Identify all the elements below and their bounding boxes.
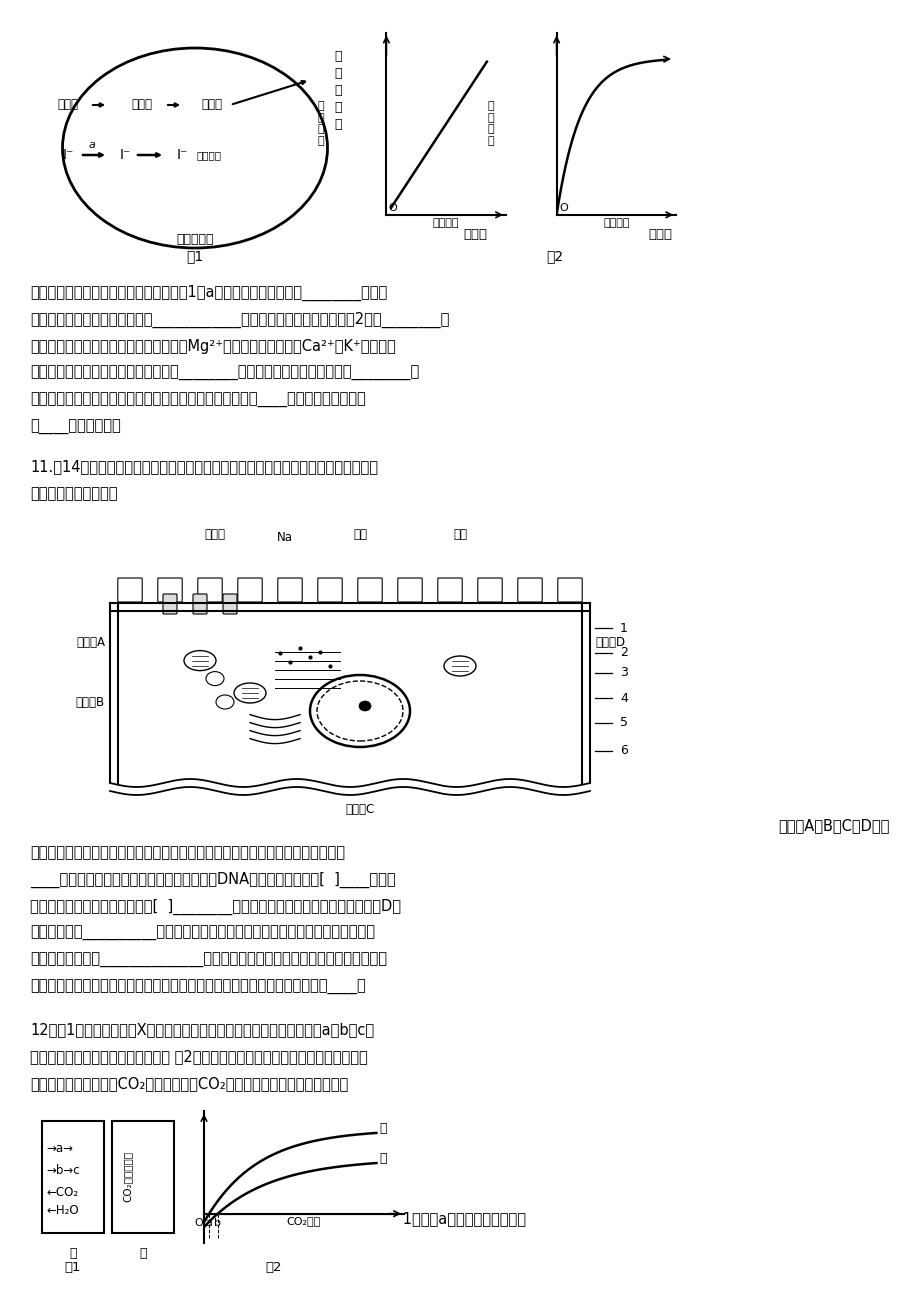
Text: 氨基酸: 氨基酸 (131, 99, 153, 112)
Text: O: O (559, 203, 567, 214)
Text: 氨基酸: 氨基酸 (57, 99, 78, 112)
Text: ←CO₂: ←CO₂ (46, 1186, 78, 1199)
Text: 和____上紧密联系。: 和____上紧密联系。 (30, 421, 120, 435)
Text: →a→: →a→ (46, 1142, 73, 1155)
Text: 11.（14分）下图表示人小肠上皮细胞亚显微结构示意图，回答下列问题（括号中填数: 11.（14分）下图表示人小肠上皮细胞亚显微结构示意图，回答下列问题（括号中填数 (30, 460, 378, 474)
Text: （磁化）: （磁化） (197, 150, 221, 160)
Text: O: O (389, 203, 397, 214)
Text: 细胞器在原核细胞中也存在的是[  ]________。细胞膜表面还存在水解双糖的膜蛋白D，: 细胞器在原核细胞中也存在的是[ ]________。细胞膜表面还存在水解双糖的膜… (30, 898, 401, 915)
Text: 字，横线上填文字）。: 字，横线上填文字）。 (30, 486, 118, 501)
Text: （乙）: （乙） (647, 228, 671, 241)
Text: 丙: 丙 (380, 1122, 387, 1135)
X-axis label: 浓度梯度: 浓度梯度 (433, 217, 459, 228)
Text: 单糖: 单糖 (353, 529, 367, 542)
Text: 膜蛋白B: 膜蛋白B (75, 695, 105, 708)
Text: 图1中产生a的过程进行的场所是: 图1中产生a的过程进行的场所是 (393, 1211, 526, 1226)
Text: 丁: 丁 (380, 1152, 387, 1165)
FancyBboxPatch shape (477, 578, 502, 602)
FancyBboxPatch shape (557, 578, 582, 602)
FancyBboxPatch shape (163, 594, 176, 615)
Text: 4: 4 (619, 691, 627, 704)
Text: 实验材料的原因是______________。若用某种药物处理此细胞，发现细胞吸收钠离: 实验材料的原因是______________。若用某种药物处理此细胞，发现细胞吸… (30, 953, 387, 969)
FancyBboxPatch shape (397, 578, 422, 602)
Text: 腺: 腺 (334, 85, 341, 98)
Text: a: a (88, 141, 96, 150)
Text: a: a (206, 1219, 212, 1228)
FancyBboxPatch shape (517, 578, 541, 602)
FancyBboxPatch shape (222, 594, 237, 615)
X-axis label: 浓度梯度: 浓度梯度 (603, 217, 629, 228)
Text: 12．图1表示某绿色植物X叶肉细胞中进行的两个相关的生理过程，其中a、b、c表: 12．图1表示某绿色植物X叶肉细胞中进行的两个相关的生理过程，其中a、b、c表 (30, 1022, 374, 1036)
Text: Na: Na (277, 531, 292, 544)
Text: I⁻: I⁻ (176, 148, 187, 161)
Text: 5: 5 (619, 716, 628, 729)
FancyBboxPatch shape (357, 578, 381, 602)
Text: 状: 状 (334, 66, 341, 79)
FancyBboxPatch shape (193, 594, 207, 615)
Text: →b→c: →b→c (46, 1164, 80, 1177)
Text: 乙: 乙 (139, 1247, 147, 1260)
Text: 双糖: 双糖 (452, 529, 467, 542)
FancyBboxPatch shape (42, 1121, 104, 1233)
Text: 图1: 图1 (64, 1262, 81, 1273)
FancyBboxPatch shape (278, 578, 301, 602)
Text: O: O (194, 1219, 203, 1228)
Text: 图1: 图1 (187, 249, 203, 263)
Text: 2: 2 (619, 647, 627, 660)
Text: CO₂净吸收速率: CO₂净吸收速率 (123, 1151, 133, 1203)
Text: 丙、丁两种植物叶片的CO₂净吸收速率与CO₂浓度的关系。请回答下列问题：: 丙、丁两种植物叶片的CO₂净吸收速率与CO₂浓度的关系。请回答下列问题： (30, 1075, 348, 1091)
Text: 甲: 甲 (334, 49, 341, 62)
Text: 膜蛋白D: 膜蛋白D (595, 637, 624, 650)
Text: 白: 白 (334, 118, 341, 132)
Text: 甲: 甲 (69, 1247, 76, 1260)
Text: 3: 3 (619, 667, 627, 680)
FancyBboxPatch shape (237, 578, 262, 602)
Text: I⁻: I⁻ (119, 148, 130, 161)
FancyBboxPatch shape (317, 578, 342, 602)
Text: 6: 6 (619, 745, 627, 758)
Text: 图2: 图2 (266, 1262, 282, 1273)
Text: 细胞内的碘浓度远远高于血浆，这表明图1中a过程跨膜运输的方式是________，这种: 细胞内的碘浓度远远高于血浆，这表明图1中a过程跨膜运输的方式是________，… (30, 285, 387, 301)
Text: （甲）: （甲） (462, 228, 486, 241)
FancyBboxPatch shape (118, 578, 142, 602)
Text: 葡萄糖: 葡萄糖 (204, 529, 225, 542)
Text: 甲状腺细胞: 甲状腺细胞 (176, 233, 213, 246)
Text: 1: 1 (619, 621, 627, 634)
Text: 膜蛋白A: 膜蛋白A (76, 637, 105, 650)
Text: 子数量明显减少，但对其它离子吸收没有影响，说明化学药品影响的是图中的____。: 子数量明显减少，但对其它离子吸收没有影响，说明化学药品影响的是图中的____。 (30, 980, 366, 995)
Text: 膜蛋白A、B、C、D的功: 膜蛋白A、B、C、D的功 (777, 818, 889, 833)
Text: 甲状腺细胞分泌甲状腺球蛋白过程中体现了细胞内生物膜的____和结构相似，在结构: 甲状腺细胞分泌甲状腺球蛋白过程中体现了细胞内生物膜的____和结构相似，在结构 (30, 393, 366, 408)
Text: 蛋: 蛋 (334, 102, 341, 115)
Text: 运输方式对活细胞的生理意义是____________。苯进出细胞的方式一般是图2中的________。: 运输方式对活细胞的生理意义是____________。苯进出细胞的方式一般是图2… (30, 312, 448, 328)
Text: b: b (214, 1219, 221, 1228)
Text: 蛋白质: 蛋白质 (201, 99, 222, 112)
Text: 图2: 图2 (546, 249, 563, 263)
Text: 示物质，甲和乙分别表示某种细胞器 图2表示在适宜温度、水分和一定的光照强度下，: 示物质，甲和乙分别表示某种细胞器 图2表示在适宜温度、水分和一定的光照强度下， (30, 1049, 368, 1064)
Text: 膜蛋白C: 膜蛋白C (345, 803, 374, 816)
X-axis label: CO₂浓度: CO₂浓度 (287, 1216, 321, 1226)
FancyBboxPatch shape (158, 578, 182, 602)
Text: I⁻: I⁻ (62, 148, 74, 161)
FancyBboxPatch shape (112, 1121, 174, 1233)
FancyBboxPatch shape (198, 578, 222, 602)
Text: 等物质的吸收没有受到影响，其原因是________，这表明细胞膜具有的特性是________。: 等物质的吸收没有受到影响，其原因是________，这表明细胞膜具有的特性是__… (30, 366, 419, 381)
Text: 说明膜蛋白有__________功能。在制备细胞膜时，选用哺乳动物成熟的红细胞作为: 说明膜蛋白有__________功能。在制备细胞膜时，选用哺乳动物成熟的红细胞作… (30, 926, 375, 941)
Text: ←H₂O: ←H₂O (46, 1204, 78, 1217)
Ellipse shape (358, 700, 370, 711)
Text: ____。在小肠上皮细胞中除细胞核外，还含有DNA的细胞器是图中的[  ]____。图中: ____。在小肠上皮细胞中除细胞核外，还含有DNA的细胞器是图中的[ ]____… (30, 872, 395, 888)
Text: 能各不相同，这主要是由它们的结构差异造成的，导致其结构差异的直接原因是：: 能各不相同，这主要是由它们的结构差异造成的，导致其结构差异的直接原因是： (30, 845, 345, 861)
Text: 运
输
浓
度: 运 输 浓 度 (487, 102, 494, 146)
Text: 若对离体的心肌细胞使用某种毒素，结果Mg²⁺的吸收显著减少，而Ca²⁺、K⁺、葡萄糖: 若对离体的心肌细胞使用某种毒素，结果Mg²⁺的吸收显著减少，而Ca²⁺、K⁺、葡… (30, 339, 395, 354)
Text: 运
输
浓
度: 运 输 浓 度 (317, 102, 323, 146)
FancyBboxPatch shape (437, 578, 461, 602)
